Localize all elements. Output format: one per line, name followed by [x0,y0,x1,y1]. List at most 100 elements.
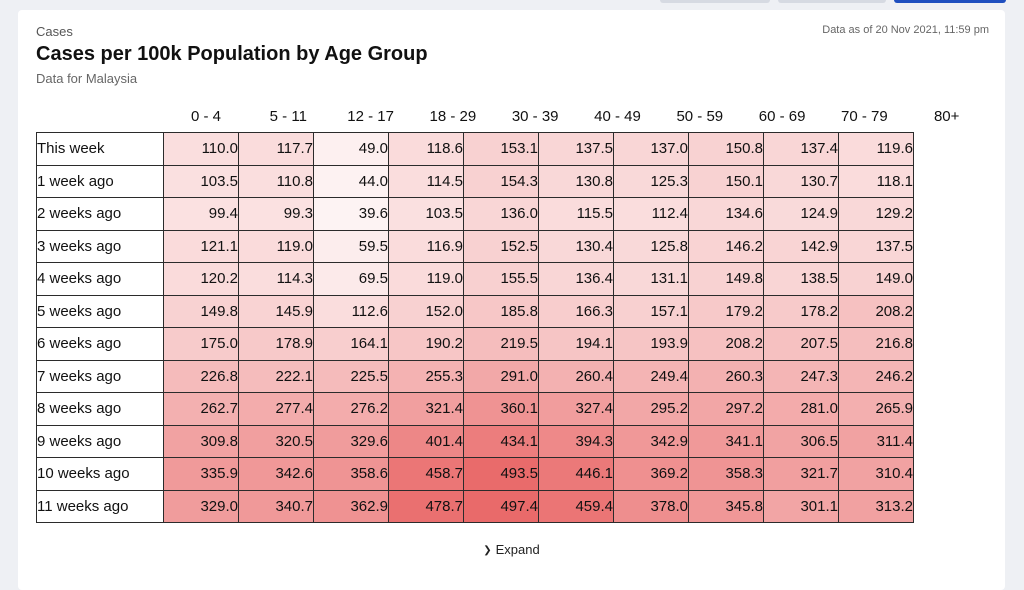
heatmap-cell: 120.2 [163,262,239,296]
heatmap-cell: 118.6 [388,132,464,166]
heatmap-cell: 321.4 [388,392,464,426]
heatmap-cell: 119.0 [238,229,314,263]
heatmap-cell: 114.5 [388,164,464,198]
heatmap-cell: 112.6 [313,294,389,328]
heatmap-cell: 311.4 [838,424,914,458]
heatmap-cell: 394.3 [538,424,614,458]
row-label: 3 weeks ago [36,229,164,263]
heatmap-cell: 149.8 [688,262,764,296]
heatmap-cell: 137.5 [838,229,914,263]
heatmap-cell: 342.6 [238,457,314,491]
table-row: 9 weeks ago 309.8 320.5 329.6 401.4 434.1 394.… [36,424,914,458]
chevron-down-icon: ❯ [483,545,492,556]
heatmap-cell: 136.0 [463,197,539,231]
table-row: 10 weeks ago 335.9 342.6 358.6 458.7 493.5 446… [36,457,914,491]
heatmap-cell: 130.8 [538,164,614,198]
row-label: 8 weeks ago [36,392,164,426]
heatmap-cell: 103.5 [163,164,239,198]
heatmap-cell: 459.4 [538,489,614,523]
heatmap-cell: 281.0 [763,392,839,426]
heatmap-cell: 110.8 [238,164,314,198]
heatmap-cell: 194.1 [538,327,614,361]
column-header: 30 - 39 [511,108,559,125]
column-header: 18 - 29 [429,108,477,125]
heatmap-cell: 178.2 [763,294,839,328]
expand-button[interactable]: ❯ Expand [18,542,1005,557]
table-row: This week 110.0 117.7 49.0 118.6 153.1 137.5 13… [36,132,914,166]
heatmap-cell: 154.3 [463,164,539,198]
heatmap-cell: 446.1 [538,457,614,491]
heatmap-cell: 69.5 [313,262,389,296]
heatmap-cell: 369.2 [613,457,689,491]
heatmap-cell: 153.1 [463,132,539,166]
heatmap-cell: 335.9 [163,457,239,491]
row-label: This week [36,132,164,166]
heatmap-cell: 99.3 [238,197,314,231]
heatmap-cell: 208.2 [838,294,914,328]
heatmap-cell: 301.1 [763,489,839,523]
heatmap-cell: 247.3 [763,359,839,393]
heatmap-cell: 39.6 [313,197,389,231]
column-header: 50 - 59 [676,108,724,125]
heatmap-cell: 246.2 [838,359,914,393]
heatmap-cell: 49.0 [313,132,389,166]
heatmap-cell: 175.0 [163,327,239,361]
table-row: 6 weeks ago 175.0 178.9 164.1 190.2 219.5 194.… [36,327,914,361]
heatmap-cell: 129.2 [838,197,914,231]
heatmap-cell: 152.5 [463,229,539,263]
heatmap-cell: 44.0 [313,164,389,198]
heatmap-cell: 157.1 [613,294,689,328]
heatmap-cell: 136.4 [538,262,614,296]
heatmap-cell: 222.1 [238,359,314,393]
heatmap-cell: 185.8 [463,294,539,328]
heatmap-cell: 121.1 [163,229,239,263]
heatmap-cell: 207.5 [763,327,839,361]
heatmap-cell: 358.6 [313,457,389,491]
heatmap-cell: 345.8 [688,489,764,523]
heatmap-cell: 313.2 [838,489,914,523]
heatmap-cell: 291.0 [463,359,539,393]
heatmap-cell: 124.9 [763,197,839,231]
row-label: 10 weeks ago [36,457,164,491]
heatmap-cell: 131.1 [613,262,689,296]
heatmap-table: This week 110.0 117.7 49.0 118.6 153.1 137.5 13… [36,132,914,523]
heatmap-cell: 225.5 [313,359,389,393]
table-row: 1 week ago 103.5 110.8 44.0 114.5 154.3 130.8 1… [36,164,914,198]
heatmap-cell: 155.5 [463,262,539,296]
heatmap-cell: 310.4 [838,457,914,491]
row-label: 11 weeks ago [36,489,164,523]
table-row: 3 weeks ago 121.1 119.0 59.5 116.9 152.5 130.4… [36,229,914,263]
heatmap-cell: 134.6 [688,197,764,231]
top-button-primary[interactable] [894,0,1006,3]
heatmap-cell: 249.4 [613,359,689,393]
row-label: 2 weeks ago [36,197,164,231]
heatmap-cell: 130.7 [763,164,839,198]
heatmap-cell: 341.1 [688,424,764,458]
heatmap-cell: 145.9 [238,294,314,328]
heatmap-cell: 329.0 [163,489,239,523]
column-header: 60 - 69 [758,108,806,125]
heatmap-cell: 59.5 [313,229,389,263]
table-row: 5 weeks ago 149.8 145.9 112.6 152.0 185.8 166.… [36,294,914,328]
column-header: 70 - 79 [841,108,888,125]
column-header: 5 - 11 [269,108,307,125]
heatmap-cell: 150.1 [688,164,764,198]
heatmap-cell: 497.4 [463,489,539,523]
heatmap-cell: 260.4 [538,359,614,393]
top-button-2[interactable] [778,0,886,3]
expand-label: Expand [495,542,540,557]
chart-title: Cases per 100k Population by Age Group [36,43,428,65]
top-button-1[interactable] [660,0,770,3]
heatmap-cell: 179.2 [688,294,764,328]
table-row: 11 weeks ago 329.0 340.7 362.9 478.7 497.4 459… [36,489,914,523]
heatmap-cell: 190.2 [388,327,464,361]
heatmap-cell: 265.9 [838,392,914,426]
heatmap-cell: 362.9 [313,489,389,523]
heatmap-cell: 110.0 [163,132,239,166]
row-label: 1 week ago [36,164,164,198]
heatmap-cell: 115.5 [538,197,614,231]
heatmap-cell: 434.1 [463,424,539,458]
data-as-of: Data as of 20 Nov 2021, 11:59 pm [822,24,989,36]
heatmap-cell: 458.7 [388,457,464,491]
heatmap-cell: 112.4 [613,197,689,231]
